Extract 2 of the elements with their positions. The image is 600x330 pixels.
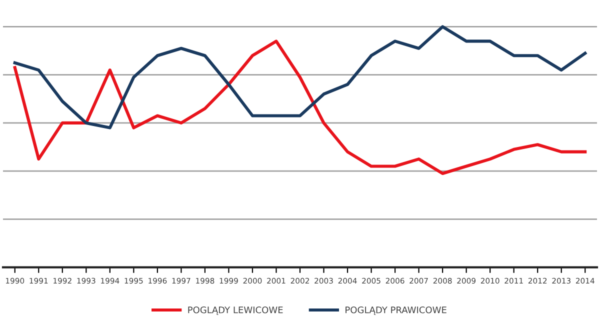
legend-label: POGLĄDY LEWICOWE xyxy=(188,306,283,315)
legend-label: POGLĄDY PRAWICOWE xyxy=(346,306,446,315)
